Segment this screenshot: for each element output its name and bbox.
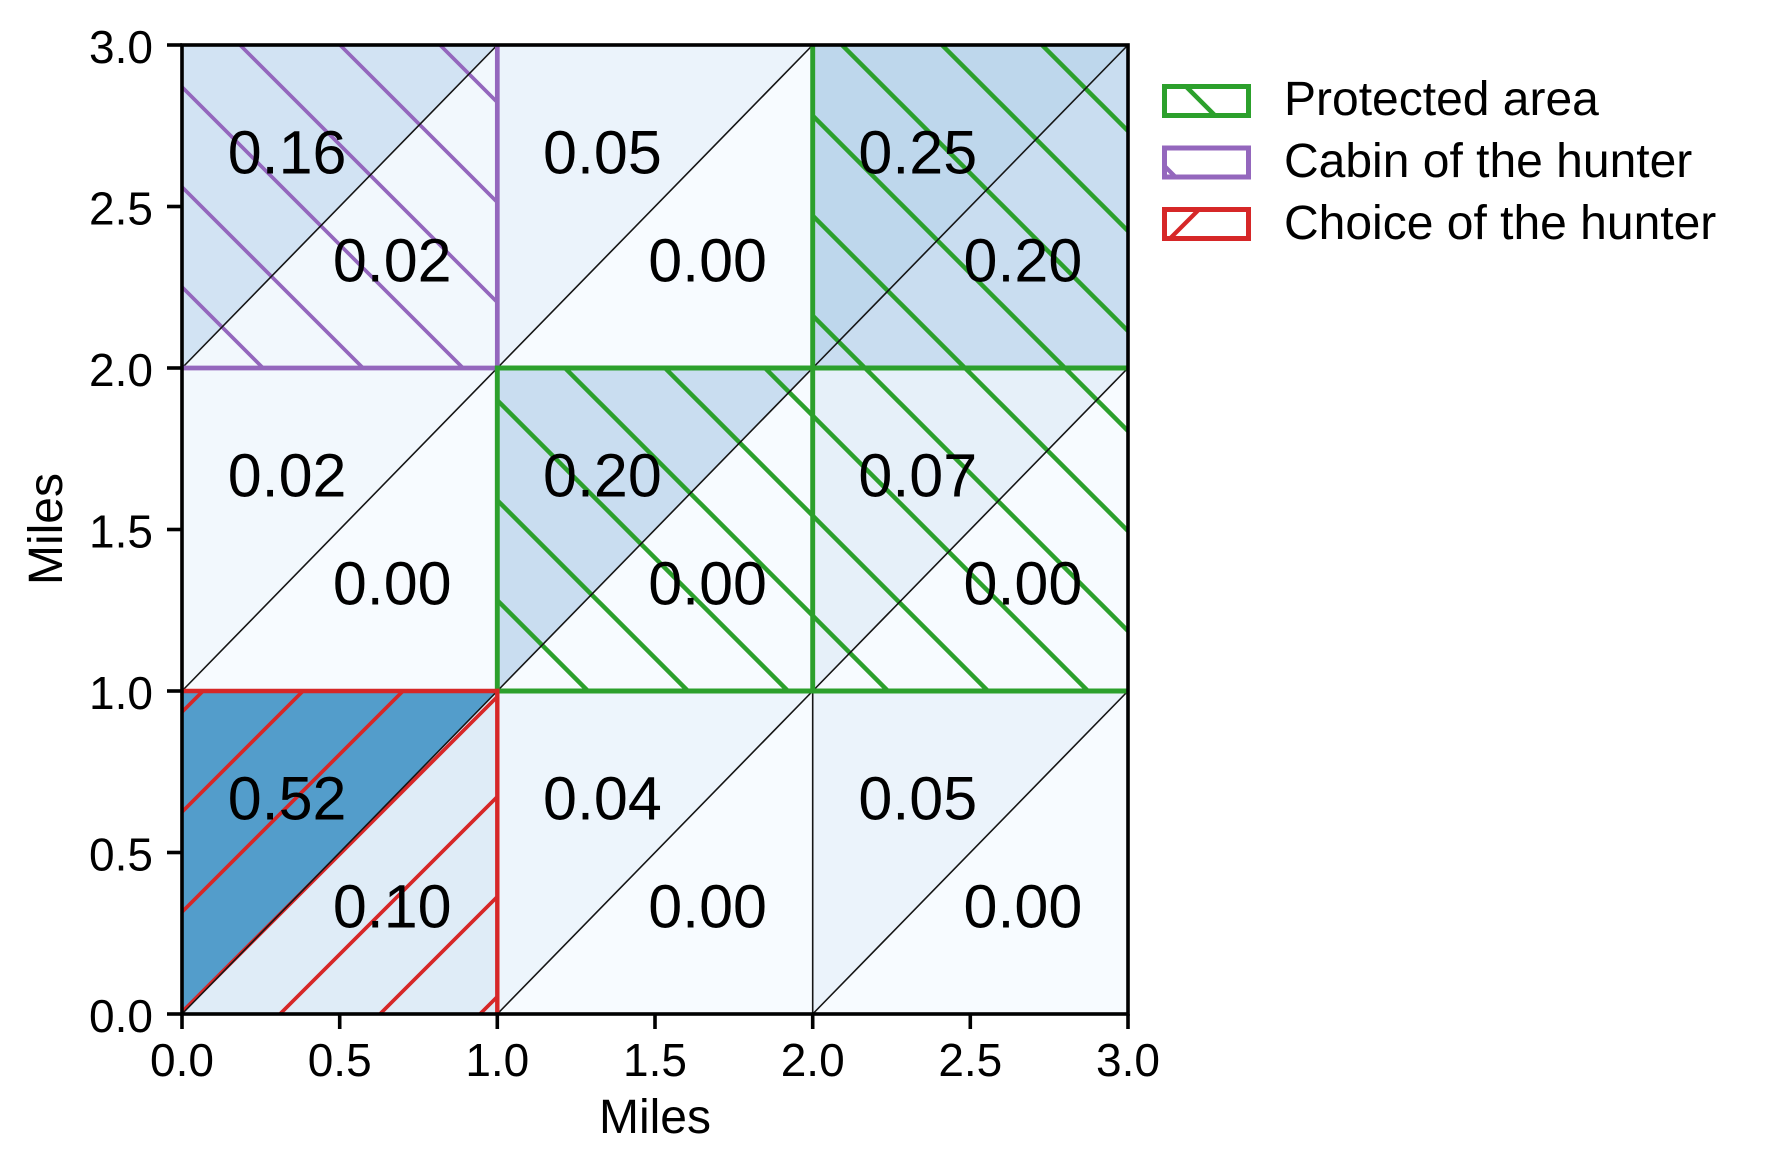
svg-text:0.52: 0.52 <box>228 765 347 833</box>
svg-text:0.02: 0.02 <box>333 226 452 294</box>
svg-text:0.25: 0.25 <box>858 119 977 187</box>
svg-text:0.0: 0.0 <box>89 990 153 1042</box>
svg-text:0.05: 0.05 <box>543 119 662 187</box>
svg-text:0.00: 0.00 <box>648 549 767 617</box>
svg-text:Choice of the hunter: Choice of the hunter <box>1284 197 1716 250</box>
svg-text:3.0: 3.0 <box>1096 1034 1160 1086</box>
svg-text:1.5: 1.5 <box>623 1034 687 1086</box>
svg-text:0.5: 0.5 <box>89 829 153 881</box>
svg-text:Cabin of the hunter: Cabin of the hunter <box>1284 135 1692 188</box>
svg-text:0.0: 0.0 <box>150 1034 214 1086</box>
svg-text:0.00: 0.00 <box>333 549 452 617</box>
svg-text:1.5: 1.5 <box>89 506 153 558</box>
svg-text:0.02: 0.02 <box>228 442 347 510</box>
svg-text:0.20: 0.20 <box>964 226 1083 294</box>
svg-text:3.0: 3.0 <box>89 21 153 73</box>
svg-text:0.07: 0.07 <box>858 442 977 510</box>
svg-text:0.00: 0.00 <box>964 872 1083 940</box>
svg-text:Miles: Miles <box>20 473 73 585</box>
svg-text:0.05: 0.05 <box>858 765 977 833</box>
svg-text:0.00: 0.00 <box>648 872 767 940</box>
svg-text:0.16: 0.16 <box>228 119 347 187</box>
svg-text:2.0: 2.0 <box>781 1034 845 1086</box>
svg-text:Protected area: Protected area <box>1284 73 1599 126</box>
svg-text:1.0: 1.0 <box>465 1034 529 1086</box>
svg-text:1.0: 1.0 <box>89 667 153 719</box>
svg-text:0.20: 0.20 <box>543 442 662 510</box>
svg-text:0.5: 0.5 <box>308 1034 372 1086</box>
svg-text:0.00: 0.00 <box>964 549 1083 617</box>
svg-text:2.0: 2.0 <box>89 344 153 396</box>
svg-text:0.00: 0.00 <box>648 226 767 294</box>
svg-text:0.10: 0.10 <box>333 872 452 940</box>
svg-text:Miles: Miles <box>599 1091 711 1144</box>
svg-text:2.5: 2.5 <box>89 183 153 235</box>
svg-text:0.04: 0.04 <box>543 765 662 833</box>
svg-text:2.5: 2.5 <box>938 1034 1002 1086</box>
